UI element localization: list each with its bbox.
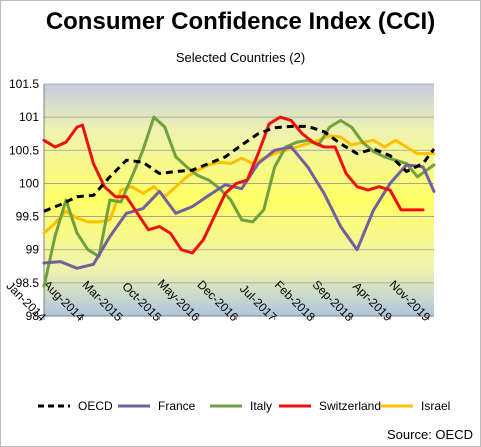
y-tick-label: 100.5: [9, 143, 39, 157]
series-line-switzerland: [42, 115, 425, 255]
series-line-france: [42, 145, 436, 270]
legend-label-israel: Israel: [421, 399, 450, 413]
chart-subtitle: Selected Countries (2): [175, 50, 306, 65]
y-tick-label: 99.5: [16, 210, 40, 224]
y-tick-label: 100: [19, 176, 39, 190]
legend-label-italy: Italy: [250, 399, 272, 413]
legend: OECD France Italy Switzerland Israel: [38, 399, 450, 413]
y-tick-label: 101: [19, 110, 39, 124]
chart-title: Consumer Confidence Index (CCI): [45, 8, 436, 35]
legend-label-france: France: [158, 399, 196, 413]
source-note: Source: OECD: [387, 427, 473, 442]
series-line-italy: [42, 115, 436, 288]
y-tick-label: 98: [26, 309, 40, 323]
series-lines: [42, 115, 436, 288]
y-tick-label: 101.5: [9, 77, 39, 91]
series-line-oecd: [43, 124, 436, 213]
y-tick-label: 98.5: [16, 276, 40, 290]
plot-area: [44, 84, 434, 316]
legend-label-switzerland: Switzerland: [319, 399, 381, 413]
y-tick-label: 99: [26, 243, 40, 257]
legend-label-oecd: OECD: [78, 399, 113, 413]
